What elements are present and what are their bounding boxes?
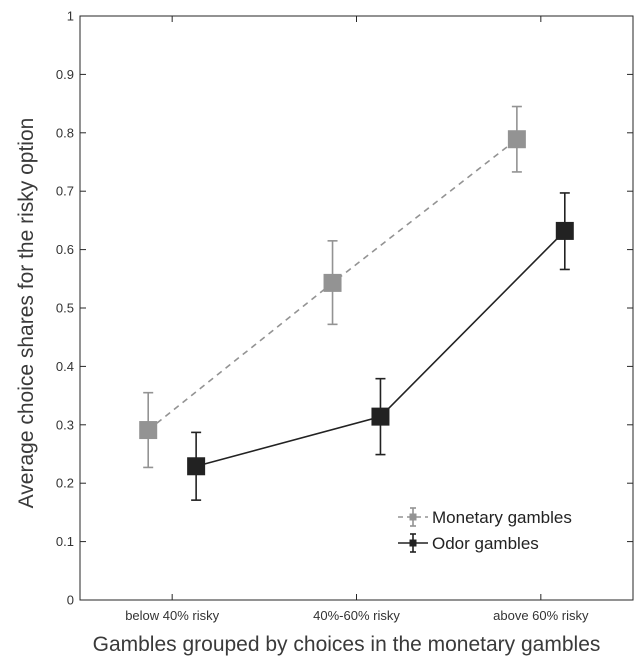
- y-tick-label: 0.3: [56, 417, 74, 432]
- x-tick-label: 40%-60% risky: [313, 608, 400, 623]
- legend: Monetary gambles Odor gambles: [398, 507, 572, 553]
- x-tick-label: above 60% risky: [493, 608, 589, 623]
- data-point: [555, 221, 574, 240]
- legend-marker: [409, 539, 417, 547]
- y-axis-title: Average choice shares for the risky opti…: [15, 118, 38, 509]
- y-tick-label: 0.7: [56, 184, 74, 199]
- series-layer: [139, 105, 574, 501]
- legend-label: Monetary gambles: [432, 508, 572, 527]
- x-tick-label: below 40% risky: [125, 608, 219, 623]
- data-point: [507, 130, 526, 149]
- data-point: [187, 457, 206, 476]
- y-tick-label: 0.9: [56, 67, 74, 82]
- y-tick-label: 0.6: [56, 242, 74, 257]
- series-monetary: [139, 105, 526, 469]
- legend-item: Monetary gambles: [398, 507, 572, 527]
- x-axis: below 40% risky 40%-60% risky above 60% ri…: [125, 16, 589, 623]
- y-tick-label: 0.2: [56, 476, 74, 491]
- y-tick-label: 0: [67, 593, 74, 608]
- y-tick-label: 0.1: [56, 534, 74, 549]
- y-tick-label: 1: [67, 9, 74, 24]
- y-tick-label: 0.5: [56, 301, 74, 316]
- legend-marker: [409, 513, 417, 521]
- y-tick-label: 0.4: [56, 359, 74, 374]
- series-odor: [187, 192, 574, 501]
- legend-item: Odor gambles: [398, 533, 539, 553]
- x-axis-title: Gambles grouped by choices in the moneta…: [93, 633, 601, 656]
- legend-label: Odor gambles: [432, 534, 539, 553]
- data-point: [371, 407, 390, 426]
- y-axis: 0 0.1 0.2 0.3 0.4 0.5 0.6 0.7 0.8 0.9 1: [56, 9, 633, 608]
- data-point: [139, 421, 158, 440]
- data-point: [323, 273, 342, 292]
- y-tick-label: 0.8: [56, 125, 74, 140]
